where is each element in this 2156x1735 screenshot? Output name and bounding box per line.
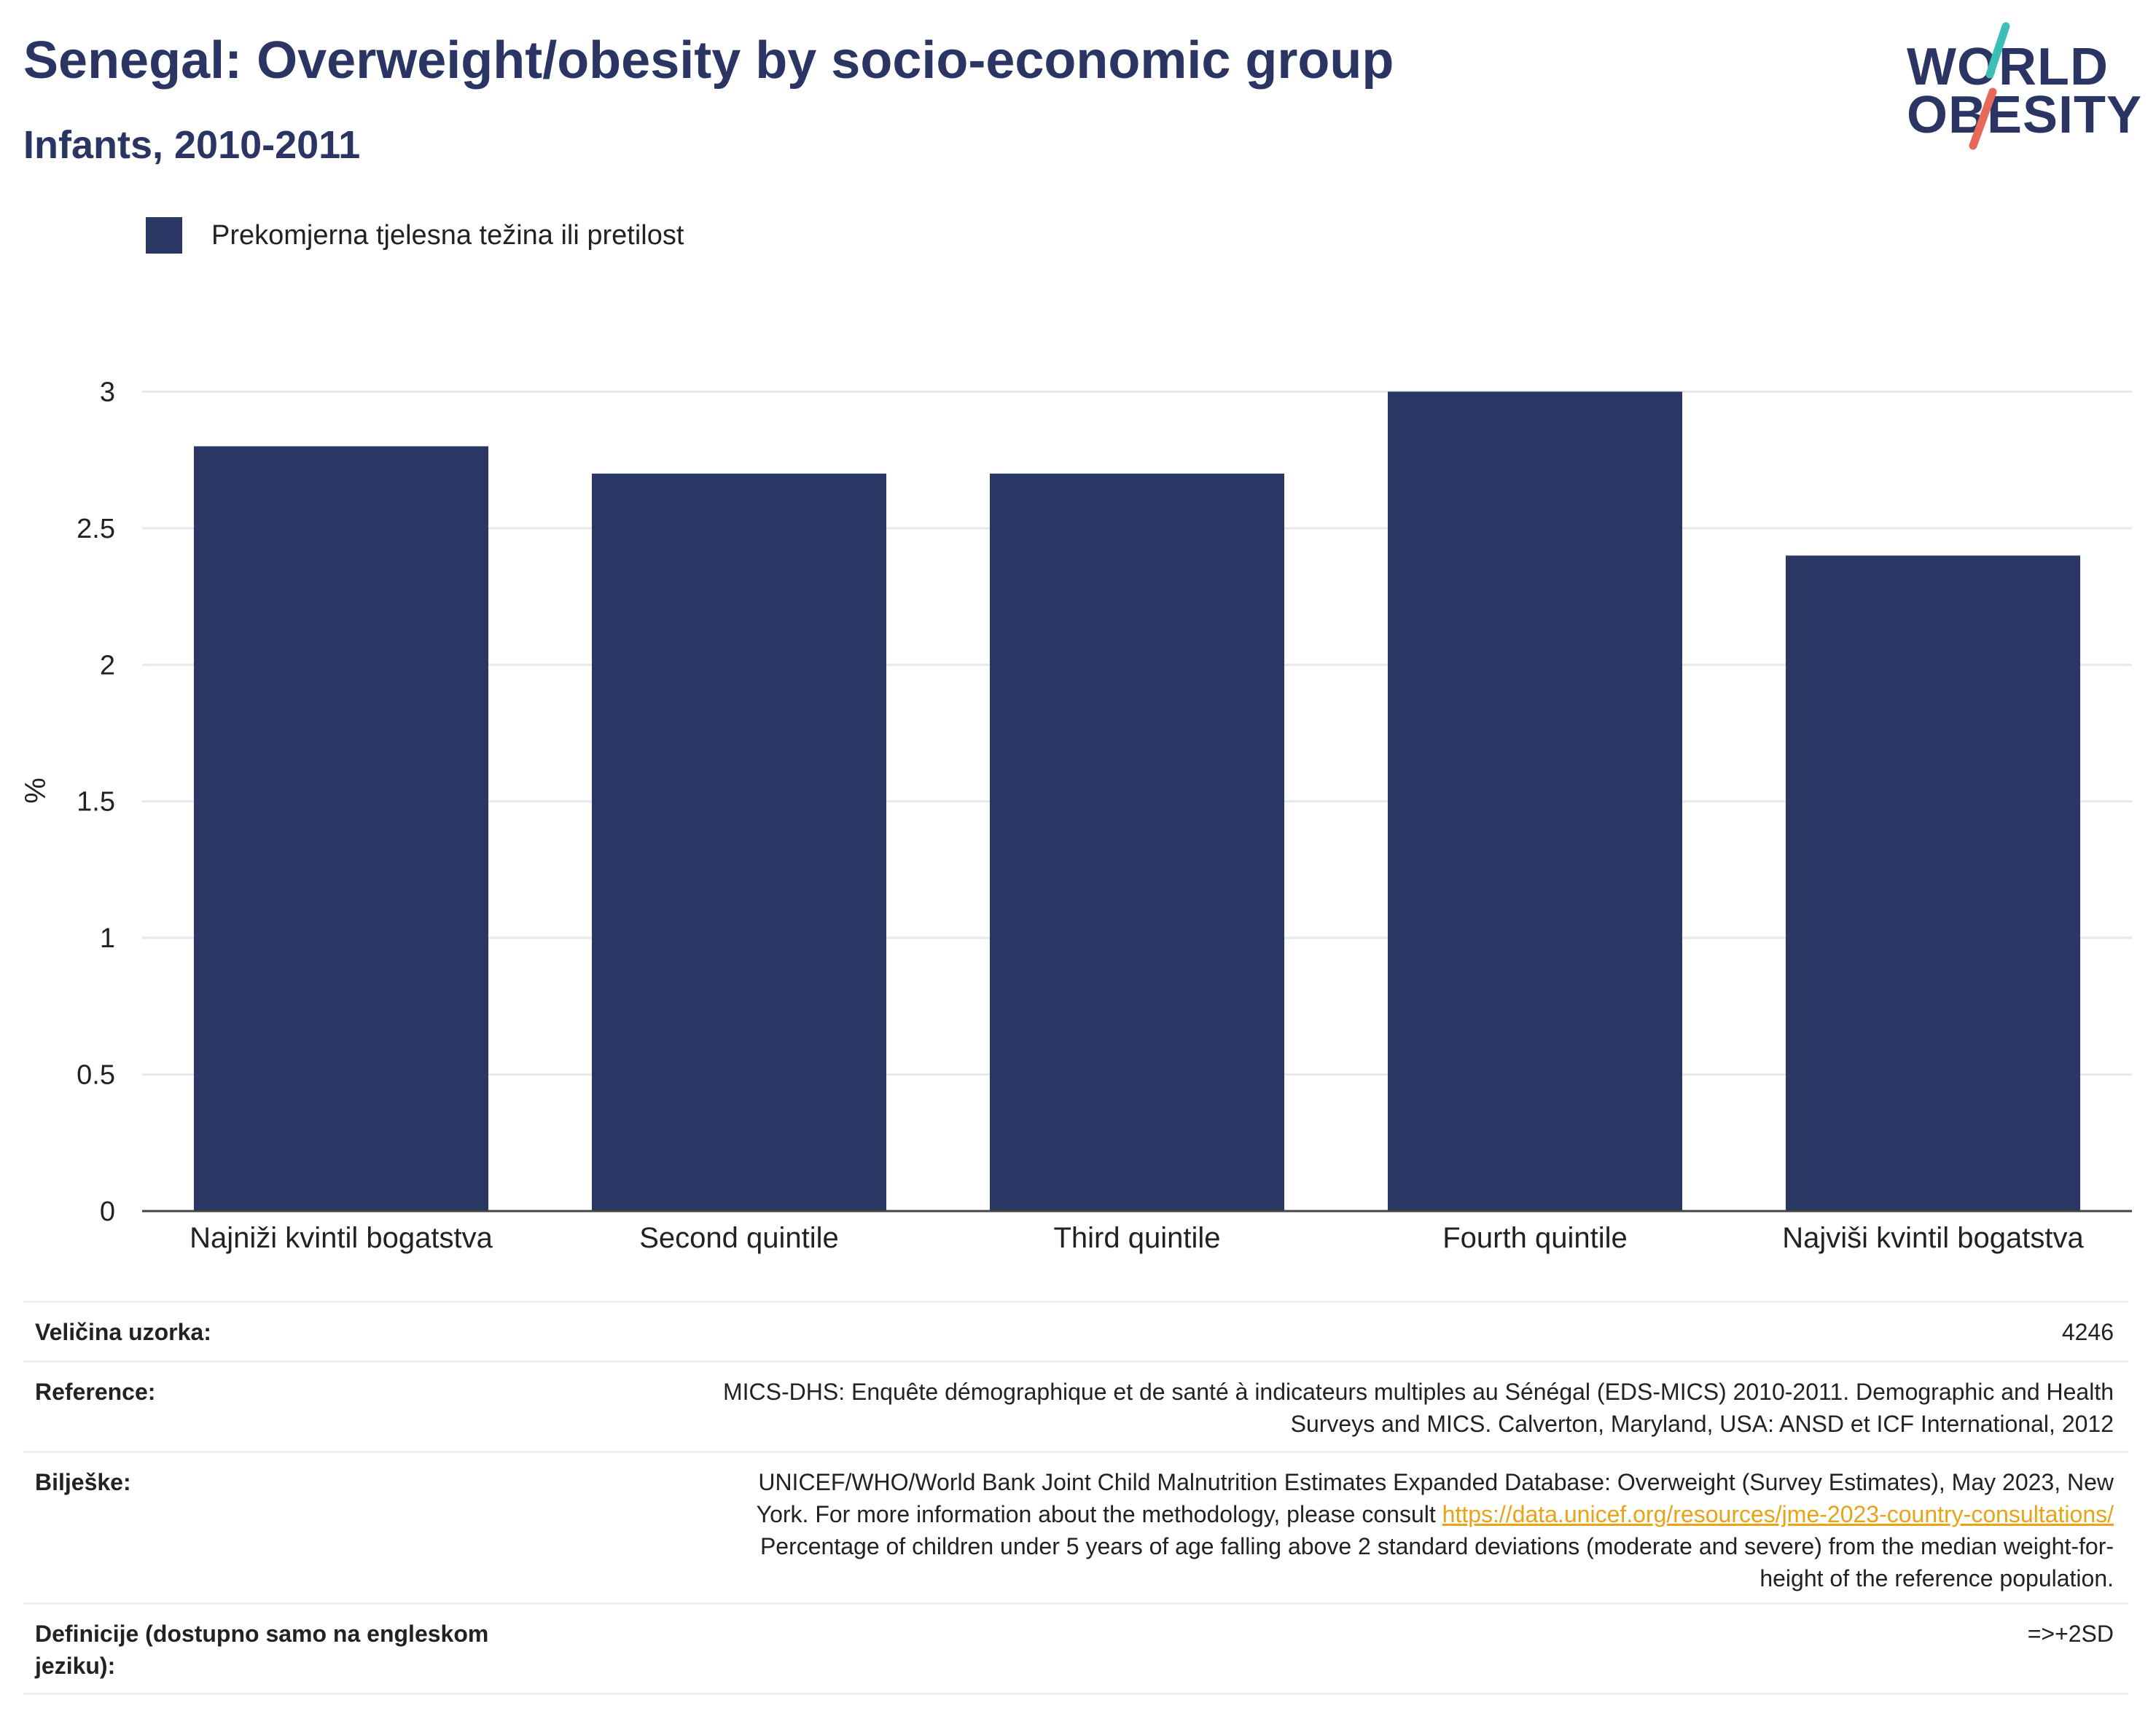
- y-axis-label: %: [20, 778, 52, 804]
- x-tick-label: Second quintile: [639, 1222, 839, 1254]
- y-tick-label: 1: [100, 923, 115, 954]
- definitions-value: =>+2SD: [2027, 1621, 2114, 1647]
- x-tick-label: Najviši kvintil bogatstva: [1782, 1222, 2084, 1254]
- reference-row: Reference: MICS-DHS: Enquête démographiq…: [23, 1360, 2128, 1451]
- notes-line-4: height of the reference population.: [1759, 1565, 2114, 1591]
- table-bottom-border: [23, 1693, 2128, 1695]
- x-tick-label: Najniži kvintil bogatstva: [190, 1222, 493, 1254]
- definitions-label: Definicije (dostupno samo na engleskom j…: [35, 1618, 560, 1682]
- definitions-label-line-2: jeziku):: [35, 1653, 116, 1679]
- chart-title: Senegal: Overweight/obesity by socio-eco…: [23, 31, 1394, 90]
- logo-word-world: WORLD: [1907, 38, 2109, 96]
- notes-line-2-text: York. For more information about the met…: [756, 1501, 1436, 1527]
- x-tick-label: Fourth quintile: [1442, 1222, 1627, 1254]
- bar: [1785, 555, 2081, 1211]
- y-tick-label: 0.5: [77, 1060, 115, 1091]
- sample-size-label: Veličina uzorka:: [35, 1319, 211, 1345]
- bar: [193, 446, 489, 1211]
- sample-size-value: 4246: [2061, 1319, 2114, 1345]
- world-obesity-logo: WORLD OBESITY: [1895, 22, 2143, 153]
- y-tick-label: 0: [100, 1197, 115, 1227]
- bar-chart: 0 0.5 1 1.5 2 2.5 3 Najniži kvintil bogatstva S…: [20, 377, 2132, 1254]
- reference-label: Reference:: [35, 1379, 156, 1405]
- chart-subtitle: Infants, 2010-2011: [23, 123, 361, 167]
- y-tick-label: 2: [100, 650, 115, 681]
- reference-value: MICS-DHS: Enquête démographique et de sa…: [583, 1376, 2114, 1440]
- logo-slash-icon: [1969, 22, 2010, 150]
- notes-line-1: UNICEF/WHO/World Bank Joint Child Malnut…: [758, 1469, 2114, 1495]
- legend-swatch: [146, 217, 182, 254]
- y-tick-label: 2.5: [77, 514, 115, 544]
- x-tick-label: Third quintile: [1053, 1222, 1220, 1254]
- notes-link[interactable]: https://data.unicef.org/resources/jme-20…: [1442, 1501, 2114, 1527]
- notes-line-3: Percentage of children under 5 years of …: [759, 1533, 2114, 1559]
- definitions-label-line-1: Definicije (dostupno samo na engleskom: [35, 1621, 489, 1647]
- notes-value: UNICEF/WHO/World Bank Joint Child Malnut…: [583, 1466, 2114, 1594]
- y-tick-label: 1.5: [77, 787, 115, 818]
- logo-word-obesity: OBESITY: [1907, 86, 2143, 144]
- reference-line-1: MICS-DHS: Enquête démographique et de sa…: [723, 1379, 2114, 1405]
- legend-label: Prekomjerna tjelesna težina ili pretilos…: [211, 220, 684, 251]
- notes-label: Bilješke:: [35, 1469, 131, 1495]
- notes-line-2: York. For more information about the met…: [583, 1498, 2114, 1530]
- y-tick-label: 3: [100, 377, 115, 407]
- bar: [1387, 391, 1683, 1211]
- info-table: Veličina uzorka: 4246 Reference: MICS-DH…: [23, 1301, 2128, 1695]
- bar: [591, 473, 887, 1211]
- notes-row: Bilješke: UNICEF/WHO/World Bank Joint Ch…: [23, 1451, 2128, 1602]
- bar: [989, 473, 1285, 1211]
- sample-size-row: Veličina uzorka: 4246: [23, 1301, 2128, 1360]
- definitions-row: Definicije (dostupno samo na engleskom j…: [23, 1602, 2128, 1693]
- reference-line-2: Surveys and MICS. Calverton, Maryland, U…: [1290, 1411, 2114, 1437]
